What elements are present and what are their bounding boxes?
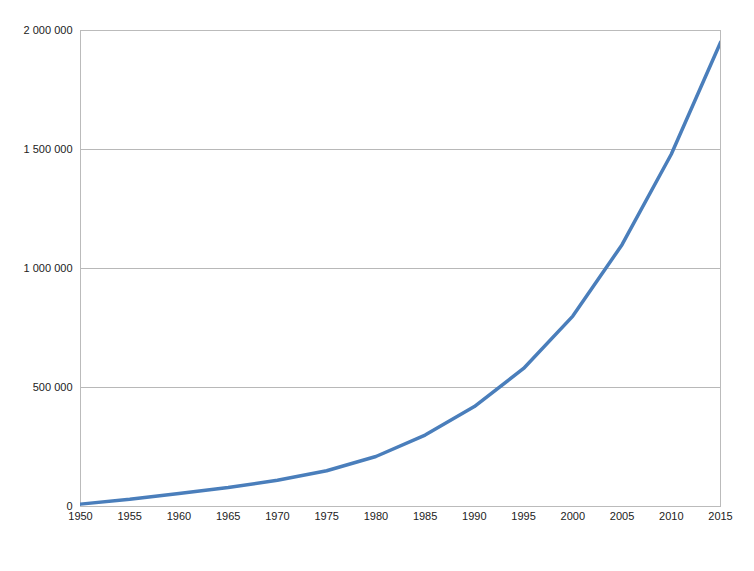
svg-text:0: 0 xyxy=(66,500,72,512)
svg-text:1950: 1950 xyxy=(68,510,92,522)
svg-text:1995: 1995 xyxy=(511,510,535,522)
svg-text:2000: 2000 xyxy=(561,510,585,522)
svg-text:1980: 1980 xyxy=(364,510,388,522)
svg-text:1975: 1975 xyxy=(314,510,338,522)
svg-text:2005: 2005 xyxy=(610,510,634,522)
svg-text:1990: 1990 xyxy=(462,510,486,522)
svg-text:1985: 1985 xyxy=(413,510,437,522)
svg-text:2010: 2010 xyxy=(659,510,683,522)
svg-text:1955: 1955 xyxy=(117,510,141,522)
svg-text:2015: 2015 xyxy=(708,510,732,522)
svg-text:1 000 000: 1 000 000 xyxy=(24,262,73,274)
svg-text:2 000 000: 2 000 000 xyxy=(24,24,73,36)
svg-text:1 500 000: 1 500 000 xyxy=(24,143,73,155)
svg-text:500 000: 500 000 xyxy=(33,381,73,393)
svg-text:1965: 1965 xyxy=(216,510,240,522)
svg-text:1970: 1970 xyxy=(265,510,289,522)
svg-text:1960: 1960 xyxy=(167,510,191,522)
